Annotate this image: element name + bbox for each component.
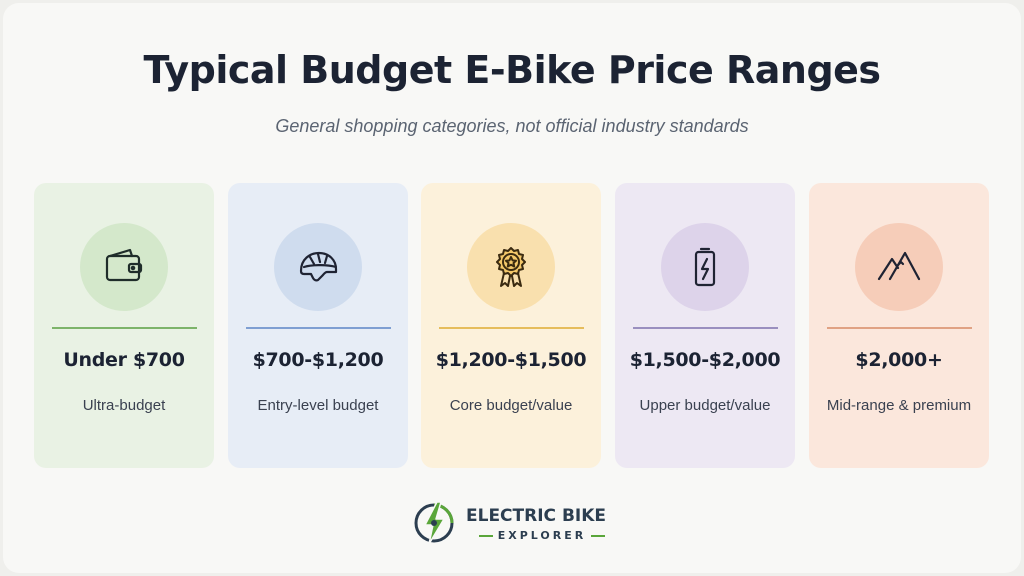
price-range: $1,500-$2,000 — [629, 349, 781, 371]
price-category-label: Mid-range & premium — [826, 397, 972, 414]
helmet-icon — [299, 251, 338, 282]
price-range: $1,200-$1,500 — [435, 349, 587, 371]
price-category-label: Upper budget/value — [639, 397, 771, 414]
price-range: $700-$1,200 — [252, 349, 384, 371]
price-card-ultra-budget: Under $700 Ultra-budget — [34, 183, 214, 468]
tagline-rule — [591, 535, 606, 537]
page-title: Typical Budget E-Bike Price Ranges — [143, 48, 881, 92]
mountain-icon — [877, 251, 921, 281]
card-divider — [827, 327, 972, 329]
card-divider — [52, 327, 197, 329]
icon-circle — [467, 223, 555, 311]
icon-circle — [80, 223, 168, 311]
card-divider — [633, 327, 778, 329]
price-card-upper-budget: $1,500-$2,000 Upper budget/value — [615, 183, 795, 468]
lightning-wheel-icon — [414, 501, 454, 545]
card-divider — [246, 327, 391, 329]
price-range: $2,000+ — [855, 349, 943, 371]
page-subtitle: General shopping categories, not officia… — [275, 116, 749, 136]
icon-circle — [661, 223, 749, 311]
award-badge-icon — [496, 247, 526, 287]
brand-logo: ELECTRIC BIKE EXPLORER — [411, 498, 621, 550]
price-card-core-budget: $1,200-$1,500 Core budget/value — [421, 183, 601, 468]
price-range: Under $700 — [63, 349, 185, 371]
price-category-label: Entry-level budget — [257, 397, 379, 414]
price-card-mid-range-premium: $2,000+ Mid-range & premium — [809, 183, 989, 468]
icon-circle — [855, 223, 943, 311]
brand-name: ELECTRIC BIKE — [466, 506, 607, 526]
icon-circle — [274, 223, 362, 311]
wallet-icon — [105, 248, 143, 282]
price-card-entry-level: $700-$1,200 Entry-level budget — [228, 183, 408, 468]
brand-subname: EXPLORER — [497, 529, 587, 542]
price-category-label: Core budget/value — [449, 397, 573, 414]
price-category-label: Ultra-budget — [82, 397, 166, 414]
tagline-rule — [478, 535, 493, 537]
battery-icon — [694, 247, 716, 287]
brand-tagline: EXPLORER — [468, 529, 616, 542]
card-divider — [439, 327, 584, 329]
